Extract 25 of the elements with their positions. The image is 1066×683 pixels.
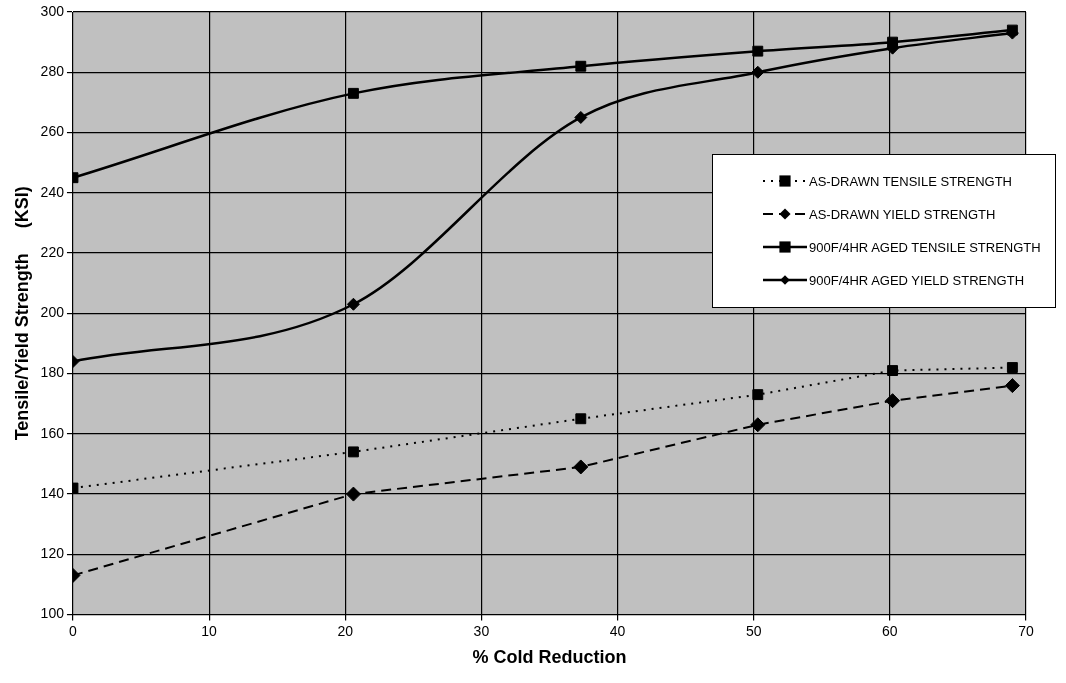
x-tick-label: 10	[201, 622, 218, 639]
y-tick-label: 280	[40, 63, 65, 80]
y-tick-label: 100	[40, 605, 65, 622]
x-tick-label: 30	[473, 622, 490, 639]
x-tick-label: 70	[1018, 622, 1034, 639]
x-tick-label: 50	[745, 622, 762, 639]
y-axis-title: Tensile/Yield Strength (KSI)	[11, 186, 32, 441]
x-tick-label: 40	[609, 622, 626, 639]
y-tick-label: 260	[40, 123, 65, 140]
legend-label: 900F/4HR AGED TENSILE STRENGTH	[809, 239, 1041, 255]
y-tick-label: 200	[40, 304, 65, 321]
y-tick-label: 120	[40, 545, 65, 562]
y-tick-label: 140	[40, 484, 65, 501]
legend-label: AS-DRAWN TENSILE STRENGTH	[809, 173, 1012, 189]
x-axis-title: % Cold Reduction	[472, 647, 627, 668]
x-tick-label: 0	[69, 622, 78, 639]
y-tick-label: 240	[40, 183, 65, 200]
y-tick-label: 300	[40, 2, 65, 19]
y-tick-label: 160	[40, 424, 65, 441]
y-tick-label: 180	[40, 364, 65, 381]
legend-label: AS-DRAWN YIELD STRENGTH	[809, 206, 996, 222]
x-tick-label: 60	[882, 622, 898, 639]
legend-label: 900F/4HR AGED YIELD STRENGTH	[809, 272, 1025, 288]
y-tick-label: 220	[40, 243, 65, 260]
x-tick-label: 20	[337, 622, 354, 639]
